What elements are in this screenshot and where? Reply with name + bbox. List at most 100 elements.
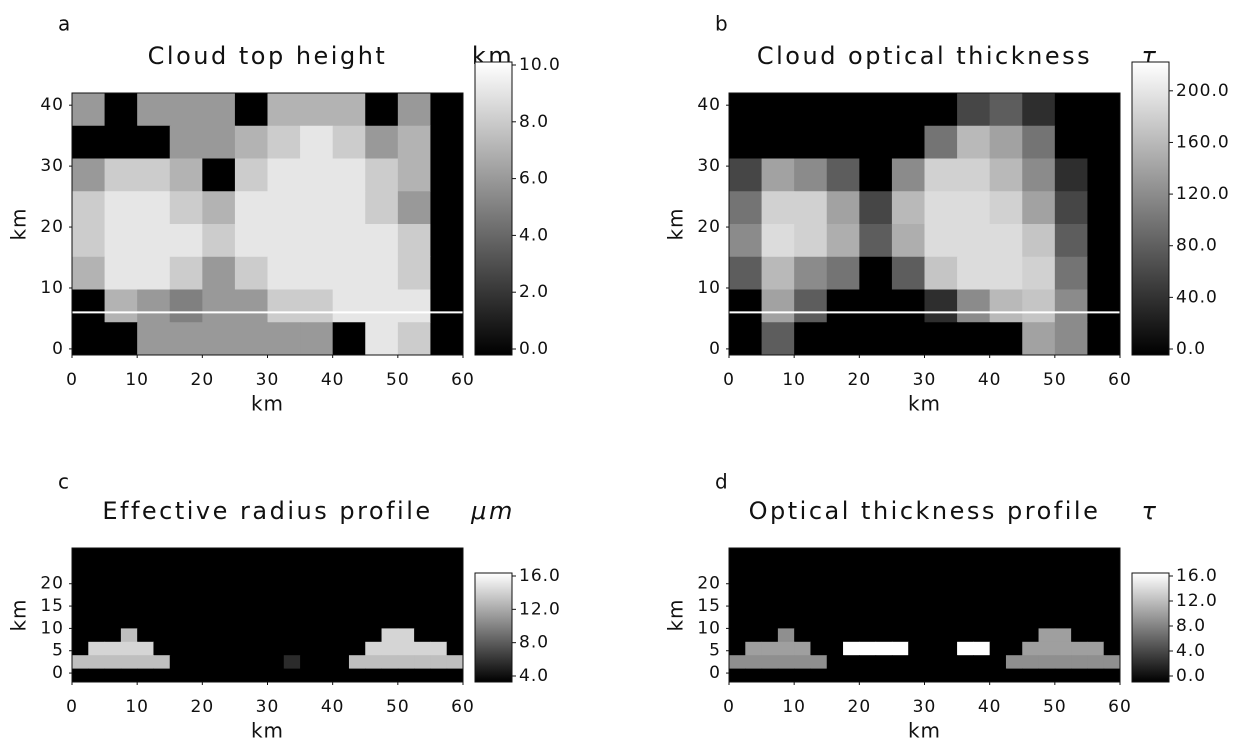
heatmap-cell [745, 548, 763, 562]
heatmap-cell [1022, 289, 1056, 323]
heatmap-cell [891, 158, 925, 192]
heatmap-cell [104, 93, 138, 127]
heatmap-cell [104, 125, 138, 159]
heatmap-cell [859, 641, 877, 656]
heatmap-cell [843, 668, 860, 683]
heatmap-cell [973, 601, 991, 616]
heatmap-cell [104, 641, 122, 656]
colorbar-tick-label: 10.0 [519, 55, 561, 75]
heatmap-cell [332, 158, 366, 192]
heatmap-cell [104, 224, 138, 258]
heatmap-cell [88, 574, 106, 589]
heatmap-cell [843, 628, 860, 643]
colorbar-tick-label: 80.0 [1176, 236, 1218, 256]
heatmap-cell [729, 655, 746, 670]
heatmap-cell [267, 628, 285, 643]
heatmap-cell [989, 125, 1023, 159]
heatmap-cell [300, 588, 317, 603]
heatmap-cell [1087, 224, 1121, 258]
x-tick-label: 50 [1043, 370, 1067, 390]
heatmap-cell [1022, 224, 1056, 258]
heatmap-cell [218, 601, 236, 616]
x-axis-label: km [908, 719, 941, 738]
heatmap-cell [957, 289, 991, 323]
heatmap-cell [761, 256, 795, 290]
heatmap-cell [989, 256, 1023, 290]
heatmap-cell [397, 561, 415, 576]
heatmap-cell [1087, 668, 1105, 683]
heatmap-cell [72, 158, 106, 192]
heatmap-cell [1022, 125, 1056, 159]
heatmap-cell [826, 641, 844, 656]
heatmap-cell [908, 628, 925, 643]
heatmap-cell [1038, 548, 1056, 562]
heatmap-cell [202, 668, 220, 683]
heatmap-cell [761, 224, 795, 258]
heatmap-cell [202, 574, 220, 589]
heatmap-cell [169, 668, 187, 683]
y-tick-label: 20 [40, 217, 64, 237]
heatmap-cell [153, 561, 171, 576]
x-tick-label: 50 [386, 697, 410, 717]
heatmap-cell [169, 322, 203, 356]
heatmap-cell [251, 655, 268, 670]
heatmap-cell [169, 289, 203, 323]
heatmap-cell [365, 224, 399, 258]
heatmap-cell [794, 191, 828, 225]
heatmap-cell [826, 561, 844, 576]
heatmap-cell [1087, 601, 1105, 616]
heatmap-cell [397, 322, 431, 356]
heatmap-cell [908, 615, 925, 629]
heatmap-cell [924, 574, 942, 589]
heatmap-cell [1087, 256, 1121, 290]
heatmap-cell [908, 601, 925, 616]
heatmap-cell [169, 588, 187, 603]
heatmap-cell [202, 93, 236, 127]
heatmap-cell [414, 601, 431, 616]
heatmap-cell [989, 158, 1023, 192]
colorbar-label: μm [470, 497, 515, 525]
heatmap-cell [332, 125, 366, 159]
plot-frame [71, 547, 464, 683]
heatmap-cell [414, 588, 431, 603]
colorbar-tick-label: 120.0 [1176, 184, 1230, 204]
heatmap-cell [761, 588, 779, 603]
heatmap-cell [1103, 574, 1121, 589]
x-tick-label: 0 [66, 370, 78, 390]
heatmap-cell [332, 322, 366, 356]
heatmap-cell [430, 322, 464, 356]
heatmap-cell [924, 668, 942, 683]
heatmap-cell [300, 668, 317, 683]
heatmap-cell [316, 561, 334, 576]
heatmap-cell [137, 322, 171, 356]
heatmap-cell [777, 615, 795, 629]
heatmap-cell [234, 289, 268, 323]
heatmap-cell [300, 615, 317, 629]
heatmap-cell [72, 668, 89, 683]
heatmap-cell [826, 256, 860, 290]
heatmap-cell [446, 628, 464, 643]
heatmap-cell [1054, 158, 1088, 192]
heatmap-cell [1054, 601, 1072, 616]
heatmap-cell [957, 615, 974, 629]
heatmap-cell [397, 628, 415, 643]
heatmap-cell [1038, 668, 1056, 683]
heatmap-cell [234, 224, 268, 258]
heatmap-cell [430, 125, 464, 159]
heatmap-cell [1005, 628, 1023, 643]
heatmap-cell [989, 628, 1007, 643]
heatmap-cell [365, 322, 399, 356]
heatmap-cell [446, 641, 464, 656]
heatmap-cell [957, 574, 974, 589]
heatmap-cell [88, 548, 106, 562]
heatmap-cell [859, 561, 877, 576]
heatmap-cell [859, 158, 893, 192]
heatmap-cell [186, 601, 203, 616]
heatmap-cell [1054, 93, 1088, 127]
heatmap-cell [267, 191, 301, 225]
y-tick-label: 0 [52, 339, 64, 359]
heatmap-cell [234, 158, 268, 192]
heatmap-cell [761, 93, 795, 127]
heatmap-cell [745, 628, 763, 643]
heatmap-cell [1087, 322, 1121, 356]
